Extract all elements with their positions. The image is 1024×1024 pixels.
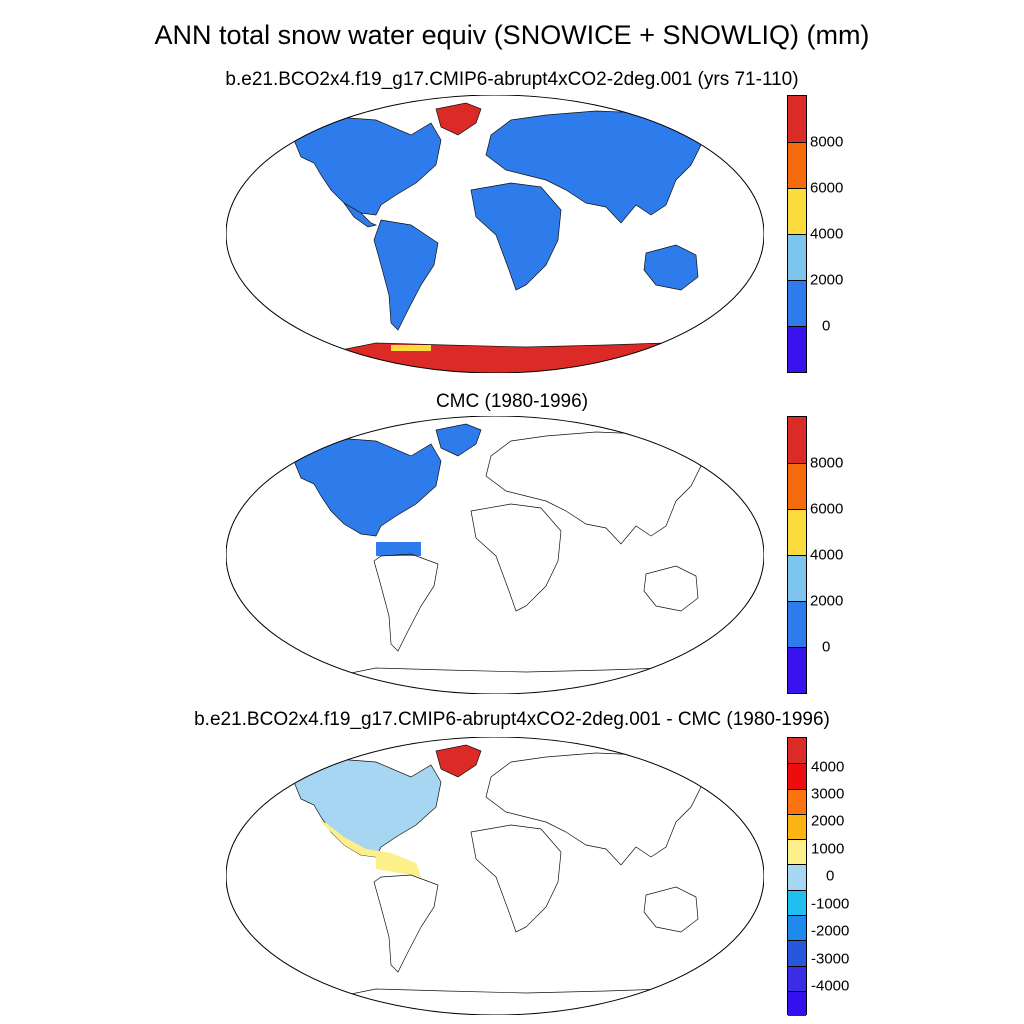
south-america-outline <box>373 874 439 973</box>
panel-2-colorbar-bin <box>788 601 806 647</box>
north-america-land <box>293 437 442 537</box>
panel-3-title: b.e21.BCO2x4.f19_g17.CMIP6-abrupt4xCO2-2… <box>194 709 830 730</box>
africa-outline <box>470 503 562 612</box>
panel-1-colorbar-label: 8000 <box>810 133 844 151</box>
panel-1-title: b.e21.BCO2x4.f19_g17.CMIP6-abrupt4xCO2-2… <box>225 69 799 90</box>
panel-2-colorbar-label: 4000 <box>810 546 844 564</box>
central-america-land <box>343 202 378 228</box>
panel-3-colorbar-bin <box>788 864 806 890</box>
australia-outline <box>643 565 699 612</box>
eurasia-outline <box>485 752 702 866</box>
panel-2-colorbar-bin <box>788 463 806 509</box>
panel-1-colorbar-label: 2000 <box>810 271 844 289</box>
south-america-outline <box>373 553 439 652</box>
australia-outline <box>643 886 699 933</box>
panel-3-colorbar-bin <box>788 990 806 1017</box>
north-america-land <box>293 116 442 216</box>
panel-3-colorbar-label: -4000 <box>811 977 850 995</box>
panel-1-colorbar <box>787 95 807 373</box>
panel-2-colorbar-bin <box>788 647 806 693</box>
africa-outline <box>470 824 562 933</box>
panel-3-colorbar-label: 2000 <box>811 812 845 830</box>
antarctica-outline <box>325 988 697 1000</box>
panel-3-colorbar-label: -2000 <box>811 922 850 940</box>
panel-3-colorbar-bin <box>788 940 806 966</box>
panel-3-colorbar-label: 4000 <box>811 758 845 776</box>
panel-2-title: CMC (1980-1996) <box>435 391 589 412</box>
panel-1-colorbar-bin <box>788 96 806 142</box>
panel-1-colorbar-label: 0 <box>822 317 831 335</box>
panel-1-map <box>226 95 764 373</box>
panel-1-colorbar-bin <box>788 234 806 280</box>
panel-1-colorbar-label: 4000 <box>810 225 844 243</box>
africa-land <box>470 182 562 291</box>
greenland-outline <box>435 423 482 457</box>
panel-3-colorbar-label: 3000 <box>811 785 845 803</box>
panel-2-colorbar-bin <box>788 555 806 601</box>
antarctica-outline <box>325 667 697 679</box>
north-america-diff <box>293 758 442 858</box>
panel-3-colorbar <box>787 737 807 1017</box>
low-snow-band <box>321 822 421 877</box>
panel-2-colorbar-label: 0 <box>822 638 831 656</box>
australia-land <box>643 244 699 291</box>
panel-3-map <box>226 737 764 1015</box>
panel-3-colorbar-bin <box>788 965 806 991</box>
south-america-land <box>373 219 439 331</box>
panel-3-colorbar-bin <box>788 813 806 840</box>
panel-3-colorbar-bin <box>788 763 806 789</box>
panel-2-colorbar-label: 8000 <box>810 454 844 472</box>
panel-3-colorbar-bin <box>788 788 806 814</box>
panel-3-colorbar-label: 1000 <box>811 840 845 858</box>
panel-1-colorbar-bin <box>788 326 806 372</box>
panel-3-colorbar-bin <box>788 889 806 916</box>
panel-1-colorbar-label: 6000 <box>810 179 844 197</box>
main-title: ANN total snow water equiv (SNOWICE + SN… <box>154 20 870 50</box>
panel-3-colorbar-label: 0 <box>826 867 835 885</box>
panel-3-colorbar-bin <box>788 915 806 941</box>
panel-3-colorbar-bin <box>788 839 806 865</box>
panel-3-colorbar-label: -1000 <box>811 895 850 913</box>
antarctica-ice <box>325 342 697 373</box>
panel-3-colorbar-bin <box>788 738 806 764</box>
greenland-ice <box>435 102 482 136</box>
greenland-diff <box>435 744 482 778</box>
panel-2-colorbar-label: 6000 <box>810 500 844 518</box>
eurasia-outline <box>485 431 702 545</box>
panel-2-map <box>226 416 764 694</box>
panel-2-colorbar-bin <box>788 417 806 463</box>
eurasia-land <box>485 110 702 224</box>
panel-2-colorbar-bin <box>788 509 806 555</box>
panel-1-colorbar-bin <box>788 142 806 188</box>
panel-1-colorbar-bin <box>788 280 806 326</box>
panel-2-colorbar <box>787 416 807 694</box>
panel-3-colorbar-label: -3000 <box>811 950 850 968</box>
panel-1-colorbar-bin <box>788 188 806 234</box>
panel-2-colorbar-label: 2000 <box>810 592 844 610</box>
